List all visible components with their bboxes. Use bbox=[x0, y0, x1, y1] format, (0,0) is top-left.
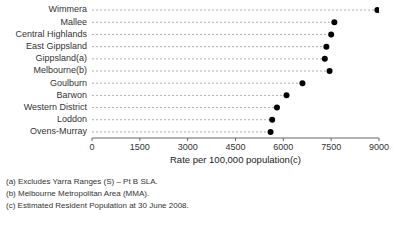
chart: Wimmera Mallee Central Highlands East Gipps… bbox=[0, 0, 397, 227]
leader-line bbox=[92, 107, 277, 108]
x-tick-label: 9000 bbox=[369, 142, 389, 152]
leader-line bbox=[92, 58, 325, 59]
category-label: Gippsland(a) bbox=[35, 53, 87, 63]
x-tick bbox=[139, 138, 140, 141]
footnote: (a) Excludes Yarra Ranges (S) – Pt B SLA… bbox=[6, 177, 158, 186]
x-axis-label: Rate per 100,000 population(c) bbox=[170, 154, 301, 165]
category-label: Central Highlands bbox=[15, 29, 87, 39]
category-label: Ovens-Murray bbox=[30, 126, 88, 136]
x-tick bbox=[331, 138, 332, 141]
plot-area bbox=[92, 7, 379, 135]
leader-line bbox=[92, 131, 271, 132]
leader-line bbox=[92, 83, 302, 84]
x-tick bbox=[283, 138, 284, 141]
x-tick-label: 0 bbox=[89, 142, 94, 152]
x-tick bbox=[187, 138, 188, 141]
leader-line bbox=[92, 46, 326, 47]
x-tick bbox=[92, 138, 93, 141]
x-tick bbox=[379, 138, 380, 141]
dot bbox=[322, 56, 328, 62]
leader-line bbox=[92, 10, 377, 11]
dot bbox=[374, 7, 379, 13]
category-label: Wimmera bbox=[49, 4, 88, 14]
dot bbox=[323, 44, 329, 50]
footnote: (b) Melbourne Metropolitan Area (MMA). bbox=[6, 189, 149, 198]
category-label: Melbourne(b) bbox=[33, 65, 87, 75]
category-label: Barwon bbox=[56, 90, 87, 100]
x-tick-label: 6000 bbox=[273, 142, 293, 152]
category-label: East Gippsland bbox=[26, 41, 87, 51]
leader-line bbox=[92, 95, 287, 96]
leader-line bbox=[92, 71, 330, 72]
dot bbox=[274, 105, 280, 111]
category-label: Loddon bbox=[57, 114, 87, 124]
category-label: Goulburn bbox=[50, 78, 87, 88]
dot bbox=[268, 129, 274, 135]
footnote: (c) Estimated Resident Population at 30 … bbox=[6, 201, 189, 210]
dot bbox=[284, 92, 290, 98]
category-label: Mallee bbox=[60, 17, 87, 27]
dot bbox=[331, 19, 337, 25]
x-tick-label: 3000 bbox=[178, 142, 198, 152]
dot bbox=[327, 68, 333, 74]
x-tick-label: 4500 bbox=[225, 142, 245, 152]
x-tick-label: 7500 bbox=[321, 142, 341, 152]
x-tick-label: 1500 bbox=[130, 142, 150, 152]
leader-line bbox=[92, 34, 331, 35]
category-label: Western District bbox=[24, 102, 88, 112]
x-tick bbox=[235, 138, 236, 141]
dot bbox=[328, 31, 334, 37]
dot bbox=[269, 117, 275, 123]
dot bbox=[299, 80, 305, 86]
leader-line bbox=[92, 22, 334, 23]
leader-line bbox=[92, 119, 272, 120]
